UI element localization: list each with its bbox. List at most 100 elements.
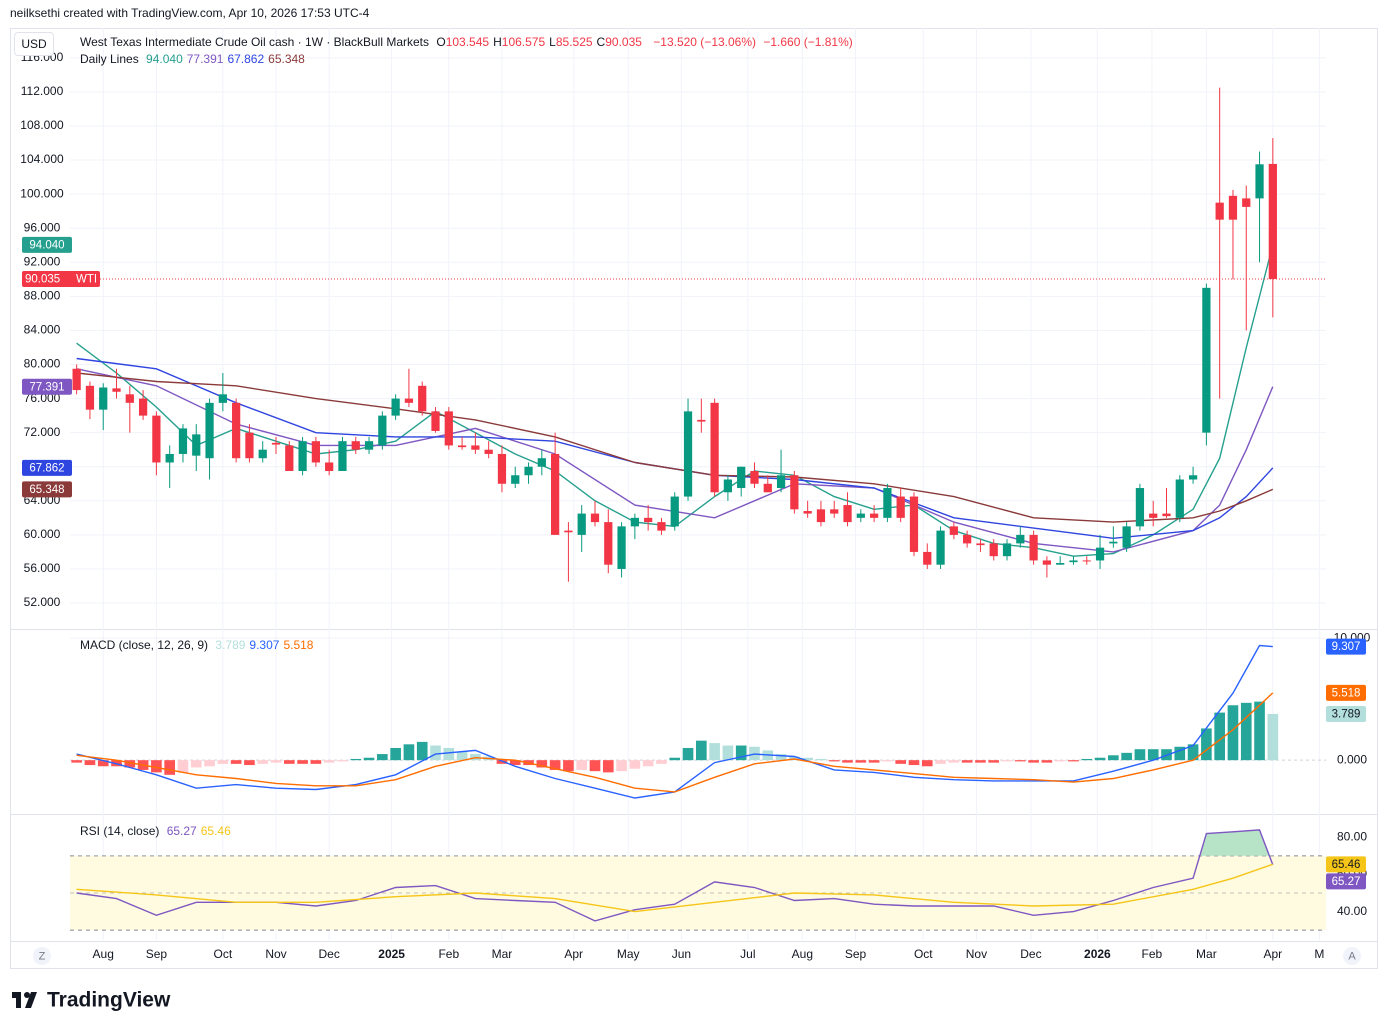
candle-body (1069, 560, 1078, 563)
histogram-bar (164, 760, 175, 775)
histogram-bar (828, 760, 840, 762)
currency-button[interactable]: USD (14, 32, 54, 56)
histogram-bar (1014, 760, 1026, 762)
histogram-bar (1227, 705, 1239, 761)
candle-body (577, 513, 586, 535)
candle-body (497, 453, 507, 484)
line-value-badge-bg (22, 236, 72, 253)
logo: TradingView (12, 989, 171, 1012)
candle-body (351, 441, 360, 450)
candle-body (1029, 534, 1038, 561)
histogram-bar (549, 760, 561, 770)
candle-body (1202, 287, 1211, 433)
candle-body (471, 445, 480, 450)
histogram-bar (1121, 752, 1132, 761)
histogram-bar (1174, 746, 1186, 761)
candle-body (205, 402, 214, 459)
histogram-bar (151, 760, 162, 773)
ohlc-prefix: C (596, 35, 606, 49)
y-tick-label: 108.000 (20, 118, 64, 132)
candle-body (1042, 560, 1052, 565)
candle-body (285, 445, 294, 471)
candle-body (1255, 164, 1264, 199)
value-badge: 65.46 (1332, 859, 1361, 871)
histogram-bar (1214, 712, 1225, 761)
candle-body (1002, 543, 1012, 557)
value-badge-bg (1326, 856, 1366, 873)
y-tick-label: 96.000 (24, 220, 61, 234)
candle-body (484, 449, 493, 454)
histogram-bar (669, 757, 681, 761)
y-tick-label: 88.000 (24, 289, 61, 303)
histogram-bar (71, 760, 82, 763)
y-tick-label: 92.000 (24, 254, 61, 268)
value-badge-bg (1326, 684, 1366, 701)
candle-body (843, 505, 852, 523)
histogram-bar (696, 740, 707, 761)
line-value-badge: 67.862 (29, 462, 64, 474)
histogram-bar (1094, 757, 1106, 761)
histogram-bar (842, 760, 853, 763)
line-legend-value: 65.348 (268, 52, 305, 66)
candle-body (232, 402, 241, 459)
candle-body (989, 543, 998, 557)
histogram-bar (244, 760, 255, 766)
candle-body (976, 543, 985, 546)
x-tick-label: Dec (319, 947, 340, 961)
candle-body (338, 441, 347, 471)
candle-body (1109, 541, 1118, 544)
y-tick-label: 0.000 (1337, 752, 1367, 766)
candle-body (511, 475, 520, 484)
candle-body (1228, 195, 1238, 220)
histogram-bar (270, 760, 282, 763)
legend-value: 9.307 (249, 638, 280, 652)
histogram-bar (722, 745, 734, 761)
candle-body (258, 449, 267, 459)
candle-body (737, 466, 746, 489)
rsi-title: RSI (14, close) (80, 824, 160, 838)
candle-body (909, 496, 919, 552)
histogram-bar (416, 741, 428, 761)
y-tick-label: 112.000 (21, 84, 64, 98)
histogram-bar (935, 760, 946, 764)
x-tick-label: Jul (740, 947, 755, 961)
histogram-bar (84, 760, 96, 766)
last-price-badge-bg (22, 271, 100, 288)
histogram-bar (323, 760, 335, 763)
candle-body (1188, 475, 1198, 480)
candle-body (750, 470, 759, 484)
histogram-bar (430, 745, 441, 761)
x-tick-label: Mar (492, 947, 513, 961)
zoom-button-label: A (1348, 950, 1356, 962)
value-badge-bg (1326, 705, 1366, 722)
histogram-bar (403, 744, 415, 761)
x-tick-label: Dec (1020, 947, 1041, 961)
candle-body (963, 534, 972, 544)
candle-body (165, 453, 174, 463)
logo-mark (16, 992, 21, 1008)
legend-value: 65.46 (200, 824, 231, 838)
zoom-button[interactable] (1343, 947, 1361, 965)
histogram-bar (443, 747, 455, 761)
x-tick-label: Feb (438, 947, 459, 961)
candle-body (657, 522, 666, 531)
y-tick-label: 80.00 (1337, 830, 1367, 844)
candle-body (670, 496, 679, 527)
histogram-bar (642, 760, 654, 767)
candle-body (85, 385, 95, 410)
histogram-bar (217, 760, 229, 764)
x-tick-label: Oct (914, 947, 933, 961)
x-tick-label: Nov (966, 947, 987, 961)
histogram-bar (1028, 760, 1039, 763)
y-tick-label: 80.000 (24, 357, 61, 371)
candle-body (830, 509, 839, 514)
candle-body (418, 385, 427, 412)
candle-body (1242, 198, 1251, 207)
zoom-button[interactable] (33, 947, 51, 965)
candle-body (364, 441, 374, 450)
histogram-bar (536, 760, 548, 768)
histogram-bar (390, 747, 401, 761)
author-line: neilksethi created with TradingView.com,… (10, 6, 370, 20)
candle-body (697, 419, 706, 422)
x-tick-label: Sep (845, 947, 867, 961)
